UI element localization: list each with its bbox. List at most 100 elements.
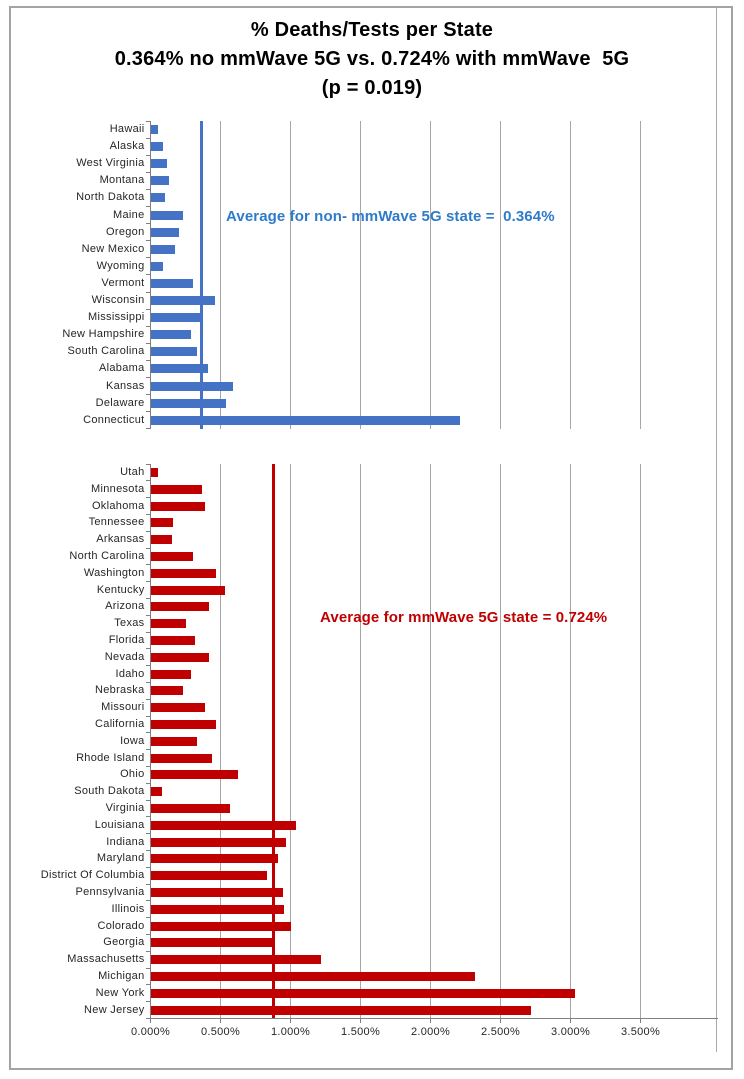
bar-tennessee [150, 518, 173, 528]
state-label-texas: Texas [114, 617, 145, 630]
gridline-3.5pct [640, 121, 641, 429]
state-label-california: California [95, 718, 145, 730]
bar-idaho [150, 669, 192, 679]
bar-virginia [150, 803, 231, 813]
state-label-utah: Utah [120, 466, 145, 478]
x-axis-tick-0.5pct [220, 1018, 221, 1024]
state-label-arizona: Arizona [105, 600, 145, 613]
category-axis-tick [145, 308, 151, 310]
category-axis-tick [145, 513, 151, 515]
category-axis-tick [145, 614, 151, 616]
x-axis-tick-0pct [150, 1018, 151, 1024]
x-axis-tick-2.5pct [500, 1018, 501, 1024]
x-axis-label-3pct: 3.000% [550, 1026, 591, 1039]
state-label-missouri: Missouri [101, 701, 145, 714]
category-axis-tick [145, 137, 151, 139]
gridline-2pct [430, 121, 431, 429]
category-axis-tick [145, 833, 151, 835]
bar-arizona [150, 602, 209, 612]
gridline-3.5pct [640, 464, 641, 1019]
category-axis-tick [145, 394, 151, 396]
gridline-2pct [430, 464, 431, 1019]
state-label-oregon: Oregon [106, 225, 145, 238]
state-label-mississippi: Mississippi [88, 311, 145, 324]
state-label-montana: Montana [99, 174, 145, 187]
bar-washington [150, 568, 217, 578]
chart-title-line2: 0.364% no mmWave 5G vs. 0.724% with mmWa… [114, 48, 630, 70]
average-line-no-mmwave-5g-states [200, 121, 203, 429]
state-label-wyoming: Wyoming [96, 259, 145, 272]
bar-delaware [150, 398, 227, 408]
bar-new-mexico [150, 244, 175, 254]
x-axis-tick-1.5pct [360, 1018, 361, 1024]
annotation-non-mmwave-average: Average for non- mmWave 5G state = 0.364… [226, 208, 555, 225]
plot-mmwave-states: Utah Minnesota Oklahoma Tennessee Arkansas No… [41, 463, 718, 1038]
state-label-maine: Maine [113, 208, 145, 221]
category-axis-tick [145, 1001, 151, 1003]
chart-title: % Deaths/Tests per State 0.364% no mmWav… [30, 16, 714, 103]
state-label-maryland: Maryland [96, 852, 145, 865]
category-axis-tick [145, 547, 151, 549]
state-label-nebraska: Nebraska [95, 684, 145, 697]
category-axis-tick [145, 1017, 151, 1019]
x-axis-tick-3.5pct [640, 1018, 641, 1024]
gridline-3pct [570, 121, 571, 429]
bar-texas [150, 619, 186, 629]
gridline-2.5pct [500, 464, 501, 1019]
category-axis-tick [145, 342, 151, 344]
category-axis-tick [145, 597, 151, 599]
category-axis-tick [145, 497, 151, 499]
state-label-georgia: Georgia [103, 936, 145, 949]
bar-new-hampshire [150, 330, 192, 340]
bar-nevada [150, 652, 210, 662]
state-label-rhode-island: Rhode Island [76, 751, 145, 764]
category-axis-tick [145, 480, 151, 482]
category-axis-tick [145, 984, 151, 986]
bar-iowa [150, 736, 197, 746]
bar-michigan [150, 971, 476, 981]
category-axis-tick [145, 681, 151, 683]
bar-new-york [150, 988, 575, 998]
category-axis-tick [145, 581, 151, 583]
state-label-louisiana: Louisiana [94, 818, 145, 831]
gridline-1pct [290, 121, 291, 429]
category-axis-tick [145, 732, 151, 734]
state-label-new-mexico: New Mexico [81, 242, 145, 255]
state-label-tennessee: Tennessee [88, 516, 145, 529]
bar-pennsylvania [150, 887, 283, 897]
average-line-with-mmwave-5g-states [272, 464, 275, 1019]
bar-vermont [150, 278, 194, 288]
category-axis-tick [145, 866, 151, 868]
state-label-minnesota: Minnesota [91, 482, 145, 495]
state-label-new-hampshire: New Hampshire [62, 328, 145, 341]
category-axis-tick [145, 900, 151, 902]
bar-south-dakota [150, 787, 162, 797]
gridline-0.5pct [220, 464, 221, 1019]
state-label-virginia: Virginia [105, 802, 145, 814]
gridline-0.5pct [220, 121, 221, 429]
state-label-indiana: Indiana [106, 835, 145, 848]
state-label-florida: Florida [108, 634, 145, 646]
bar-illinois [150, 904, 285, 914]
category-axis-tick [145, 120, 151, 122]
gridline-2.5pct [500, 121, 501, 429]
gridline-3pct [570, 464, 571, 1019]
category-axis-tick [145, 883, 151, 885]
x-axis-label-0pct: 0.000% [130, 1026, 171, 1039]
state-label-kansas: Kansas [106, 379, 145, 392]
chart-title-line3: (p = 0.019) [321, 77, 423, 99]
figure-border [9, 6, 733, 1070]
category-axis-tick [145, 240, 151, 242]
bar-montana [150, 176, 169, 186]
bar-north-carolina [150, 551, 194, 561]
x-axis-tick-2pct [430, 1018, 431, 1024]
gridline-1.5pct [360, 464, 361, 1019]
bar-massachusetts [150, 955, 322, 965]
state-label-north-dakota: North Dakota [76, 191, 145, 204]
bar-indiana [150, 837, 287, 847]
bar-mississippi [150, 313, 201, 323]
x-axis-label-2pct: 2.000% [410, 1026, 451, 1039]
category-axis-tick [145, 564, 151, 566]
category-axis-tick [145, 665, 151, 667]
